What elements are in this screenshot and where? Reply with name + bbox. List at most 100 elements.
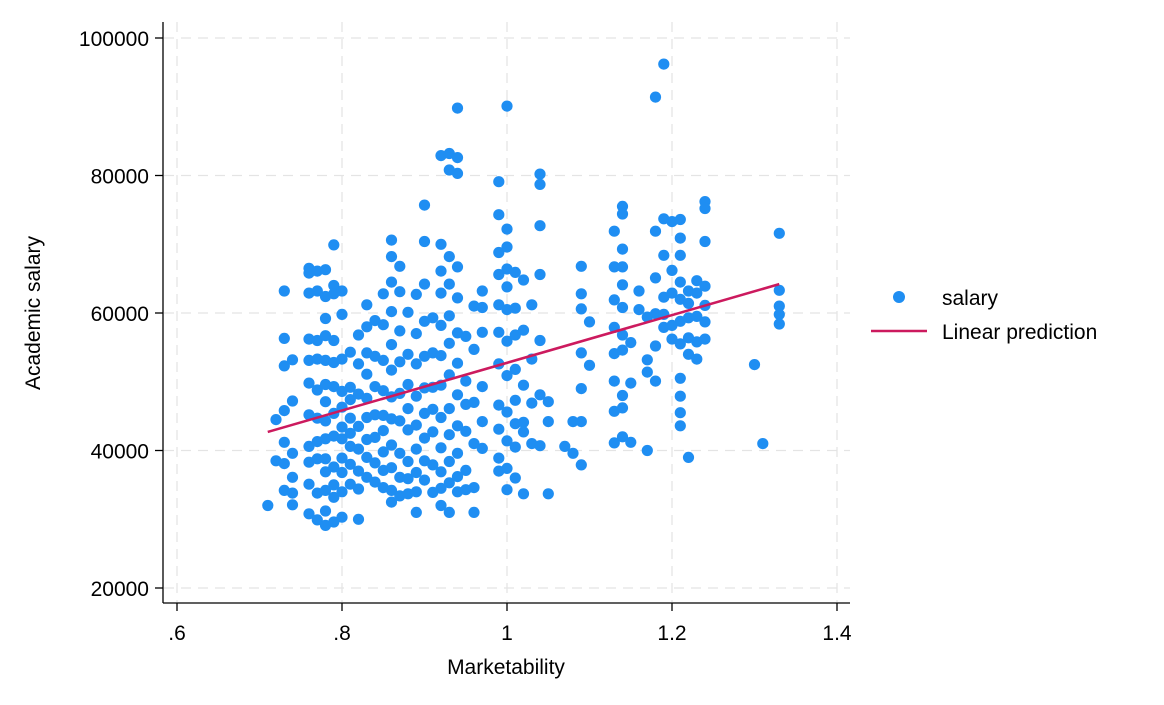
scatter-point bbox=[542, 396, 554, 408]
scatter-point bbox=[691, 353, 703, 365]
scatter-point bbox=[377, 288, 389, 300]
scatter-point bbox=[542, 416, 554, 428]
scatter-point bbox=[616, 389, 629, 402]
scatter-point bbox=[394, 447, 406, 459]
scatter-point bbox=[575, 459, 587, 471]
x-axis-title: Marketability bbox=[447, 656, 565, 679]
scatter-point bbox=[451, 357, 464, 369]
scatter-point bbox=[575, 416, 587, 428]
scatter-point bbox=[608, 261, 620, 273]
scatter-point bbox=[418, 455, 431, 467]
scatter-point bbox=[418, 432, 431, 444]
scatter-point bbox=[773, 308, 785, 320]
scatter-point bbox=[682, 332, 695, 344]
scatter-point bbox=[336, 466, 348, 479]
scatter-point bbox=[509, 441, 521, 453]
scatter-point bbox=[377, 385, 389, 397]
scatter-point bbox=[377, 425, 389, 437]
scatter-point bbox=[674, 372, 686, 384]
scatter-point bbox=[682, 312, 695, 324]
scatter-point bbox=[394, 325, 406, 337]
scatter-point bbox=[493, 299, 505, 311]
scatter-point bbox=[509, 266, 521, 278]
scatter-point bbox=[666, 333, 678, 345]
scatter-point bbox=[286, 471, 299, 483]
scatter-point bbox=[501, 281, 513, 293]
scatter-point bbox=[352, 513, 365, 525]
scatter-point bbox=[666, 319, 678, 331]
scatter-point bbox=[501, 406, 513, 418]
scatter-point bbox=[501, 370, 513, 382]
scatter-point bbox=[567, 447, 579, 459]
scatter-point bbox=[328, 381, 340, 393]
scatter-point bbox=[352, 465, 365, 477]
scatter-point bbox=[493, 423, 505, 435]
scatter-point bbox=[319, 453, 332, 465]
scatter-point bbox=[517, 274, 530, 286]
scatter-point bbox=[278, 405, 290, 417]
scatter-point bbox=[344, 458, 356, 470]
scatter-point bbox=[435, 482, 447, 494]
scatter-point bbox=[575, 303, 587, 315]
scatter-point bbox=[311, 384, 323, 396]
scatter-point bbox=[435, 238, 447, 250]
scatter-point bbox=[262, 499, 274, 512]
scatter-point bbox=[286, 395, 299, 407]
scatter-point bbox=[311, 334, 323, 347]
scatter-point bbox=[501, 435, 513, 447]
scatter-point bbox=[443, 310, 455, 322]
scatter-point bbox=[328, 461, 340, 473]
fit-line-layer bbox=[267, 282, 780, 434]
scatter-point bbox=[451, 167, 464, 179]
scatter-point bbox=[616, 431, 629, 443]
scatter-point bbox=[493, 268, 505, 281]
scatter-point bbox=[336, 511, 348, 523]
scatter-point bbox=[352, 358, 365, 370]
scatter-point bbox=[493, 399, 505, 411]
scatter-point bbox=[674, 407, 686, 419]
scatter-point bbox=[649, 91, 662, 103]
scatter-point bbox=[344, 346, 356, 358]
scatter-point bbox=[575, 260, 587, 272]
scatter-point bbox=[699, 333, 711, 345]
scatter-point bbox=[410, 506, 422, 518]
scatter-point bbox=[303, 333, 315, 345]
scatter-point bbox=[435, 319, 447, 331]
scatter-point bbox=[526, 397, 538, 409]
scatter-point bbox=[286, 447, 299, 459]
scatter-point bbox=[451, 292, 464, 304]
scatter-point bbox=[319, 330, 332, 342]
scatter-point bbox=[443, 403, 455, 415]
scatter-point bbox=[509, 472, 521, 484]
scatter-point bbox=[336, 353, 348, 365]
y-axis-title: Academic salary bbox=[22, 235, 45, 390]
scatter-point bbox=[328, 279, 340, 292]
scatter-point bbox=[625, 377, 637, 389]
scatter-point bbox=[402, 403, 414, 415]
scatter-point bbox=[303, 440, 315, 452]
legend-marker-salary bbox=[893, 291, 905, 303]
scatter-point bbox=[699, 235, 711, 248]
scatter-point bbox=[451, 102, 464, 114]
scatter-point bbox=[682, 348, 695, 360]
scatter-point bbox=[328, 516, 340, 528]
scatter-point bbox=[468, 506, 480, 518]
scatter-point bbox=[517, 379, 530, 391]
scatter-point bbox=[649, 375, 662, 387]
linear-prediction-line bbox=[267, 282, 780, 434]
scatter-point bbox=[418, 474, 431, 486]
scatter-point bbox=[369, 350, 381, 362]
scatter-point bbox=[773, 227, 785, 239]
legend-label-salary: salary bbox=[942, 287, 999, 310]
scatter-point bbox=[410, 328, 422, 340]
scatter-point bbox=[517, 324, 530, 336]
scatter-point bbox=[674, 276, 686, 288]
scatter-point bbox=[616, 329, 629, 341]
scatter-point bbox=[534, 389, 546, 401]
scatter-point bbox=[493, 246, 505, 259]
tick-labels: .6 .8 1 1.2 1.4 20000 40000 60000 80000 100000 bbox=[79, 28, 852, 645]
scatter-point bbox=[460, 330, 472, 342]
scatter-point bbox=[377, 354, 389, 366]
scatter-point bbox=[534, 334, 546, 347]
scatter-point bbox=[394, 415, 406, 427]
